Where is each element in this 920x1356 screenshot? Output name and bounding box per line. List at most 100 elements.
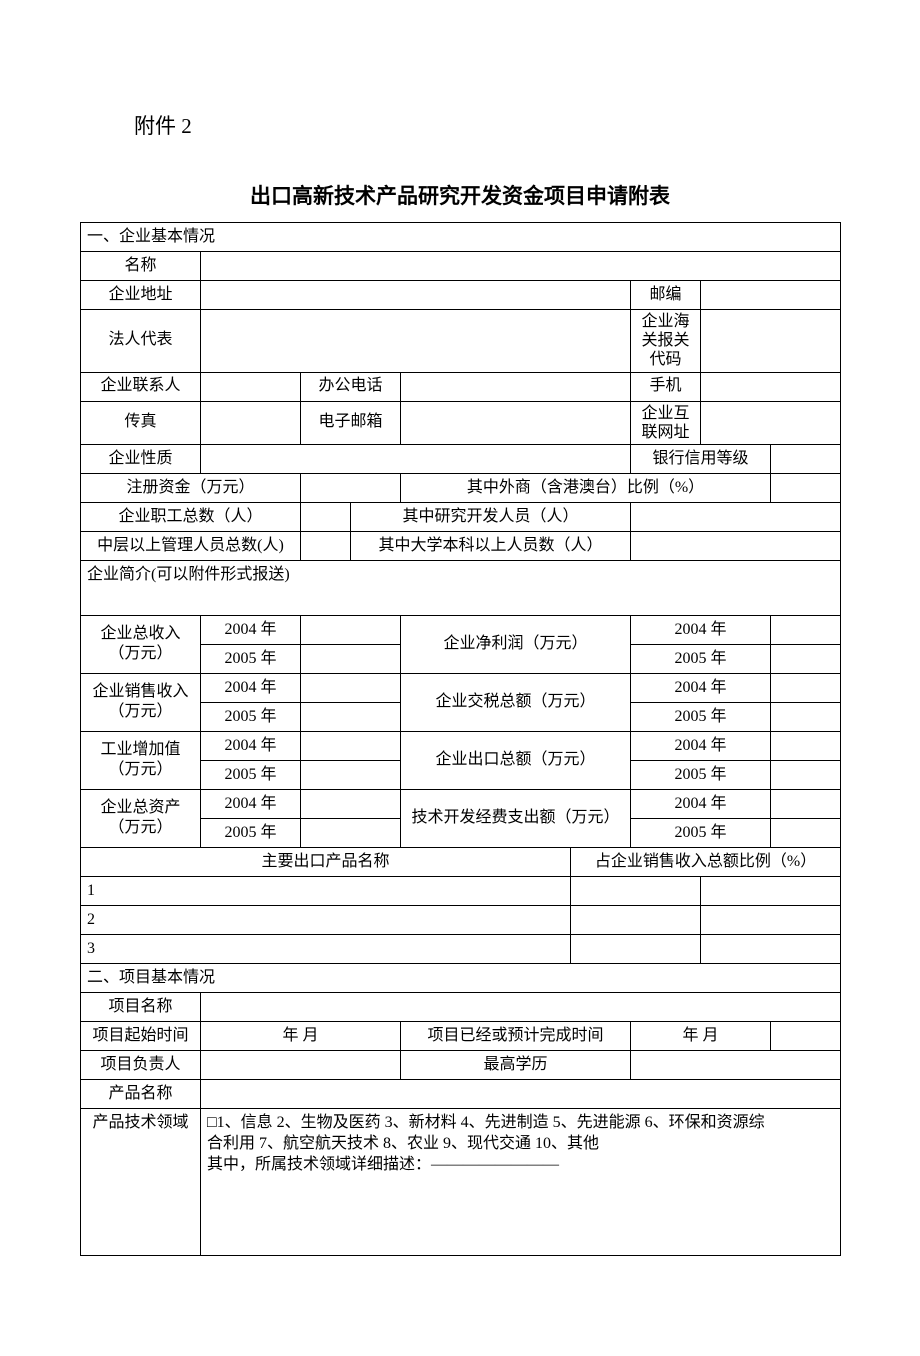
field-ratio-2b[interactable] <box>701 905 841 934</box>
year-2005-c: 2005 年 <box>201 702 301 731</box>
year-2004-e: 2004 年 <box>201 731 301 760</box>
year-2005-f: 2005 年 <box>631 760 771 789</box>
field-start-time[interactable]: 年 月 <box>201 1021 401 1050</box>
label-product-name: 产品名称 <box>81 1079 201 1108</box>
field-ratio-1b[interactable] <box>701 876 841 905</box>
field-ratio-2a[interactable] <box>571 905 701 934</box>
label-foreign-ratio: 其中外商（含港澳台）比例（%） <box>401 473 771 502</box>
field-industrial-added-2005[interactable] <box>301 760 401 789</box>
year-2005-d: 2005 年 <box>631 702 771 731</box>
field-total-income-2005[interactable] <box>301 644 401 673</box>
label-total-income: 企业总收入（万元） <box>81 615 201 673</box>
label-reg-capital: 注册资金（万元） <box>81 473 301 502</box>
field-export-total-2004[interactable] <box>771 731 841 760</box>
field-mobile[interactable] <box>701 372 841 401</box>
label-start-time: 项目起始时间 <box>81 1021 201 1050</box>
field-website[interactable] <box>701 401 841 444</box>
label-fax: 传真 <box>81 401 201 444</box>
label-bachelor-staff: 其中大学本科以上人员数（人） <box>351 531 631 560</box>
field-tax-total-2005[interactable] <box>771 702 841 731</box>
label-office-phone: 办公电话 <box>301 372 401 401</box>
field-email[interactable] <box>401 401 631 444</box>
section1-header: 一、企业基本情况 <box>81 223 841 252</box>
year-2005-h: 2005 年 <box>631 818 771 847</box>
label-highest-edu: 最高学历 <box>401 1050 631 1079</box>
field-employees[interactable] <box>301 502 351 531</box>
year-2004-b: 2004 年 <box>631 615 771 644</box>
field-complete-extra[interactable] <box>771 1021 841 1050</box>
label-export-total: 企业出口总额（万元） <box>401 731 631 789</box>
export-product-row1: 1 <box>81 876 571 905</box>
label-total-assets: 企业总资产（万元） <box>81 789 201 847</box>
year-2004-g: 2004 年 <box>201 789 301 818</box>
field-ratio-1a[interactable] <box>571 876 701 905</box>
field-mgmt-staff[interactable] <box>301 531 351 560</box>
label-email: 电子邮箱 <box>301 401 401 444</box>
field-reg-capital[interactable] <box>301 473 401 502</box>
field-highest-edu[interactable] <box>631 1050 841 1079</box>
year-2004-h: 2004 年 <box>631 789 771 818</box>
field-tax-total-2004[interactable] <box>771 673 841 702</box>
label-net-profit: 企业净利润（万元） <box>401 615 631 673</box>
tech-field-line2: 合利用 7、航空航天技术 8、农业 9、现代交通 10、其他 <box>207 1134 836 1155</box>
field-ratio-3b[interactable] <box>701 934 841 963</box>
field-bank-credit[interactable] <box>771 444 841 473</box>
field-address[interactable] <box>201 281 631 310</box>
field-rd-expense-2004[interactable] <box>771 789 841 818</box>
field-total-assets-2004[interactable] <box>301 789 401 818</box>
label-legal-rep: 法人代表 <box>81 310 201 373</box>
field-industrial-added-2004[interactable] <box>301 731 401 760</box>
label-project-name: 项目名称 <box>81 992 201 1021</box>
field-rd-expense-2005[interactable] <box>771 818 841 847</box>
field-leader[interactable] <box>201 1050 401 1079</box>
label-rd-expense: 技术开发经费支出额（万元） <box>401 789 631 847</box>
main-title: 出口高新技术产品研究开发资金项目申请附表 <box>80 180 840 210</box>
export-product-row3: 3 <box>81 934 571 963</box>
field-sales-income-2005[interactable] <box>301 702 401 731</box>
field-foreign-ratio[interactable] <box>771 473 841 502</box>
field-customs-code[interactable] <box>701 310 841 373</box>
field-fax[interactable] <box>201 401 301 444</box>
label-complete-time: 项目已经或预计完成时间 <box>401 1021 631 1050</box>
label-rd-staff: 其中研究开发人员（人） <box>351 502 631 531</box>
label-mobile: 手机 <box>631 372 701 401</box>
field-complete-time[interactable]: 年 月 <box>631 1021 771 1050</box>
field-project-name[interactable] <box>201 992 841 1021</box>
field-legal-rep[interactable] <box>201 310 631 373</box>
year-2004-d: 2004 年 <box>631 673 771 702</box>
year-2004-f: 2004 年 <box>631 731 771 760</box>
field-product-name[interactable] <box>201 1079 841 1108</box>
tech-field-line1: □1、信息 2、生物及医药 3、新材料 4、先进制造 5、先进能源 6、环保和资… <box>207 1113 836 1134</box>
field-export-total-2005[interactable] <box>771 760 841 789</box>
field-nature[interactable] <box>201 444 631 473</box>
field-bachelor-staff[interactable] <box>631 531 841 560</box>
label-contact: 企业联系人 <box>81 372 201 401</box>
field-net-profit-2005[interactable] <box>771 644 841 673</box>
year-2005-b: 2005 年 <box>631 644 771 673</box>
label-intro: 企业简介(可以附件形式报送) <box>81 560 841 615</box>
label-export-product: 主要出口产品名称 <box>81 847 571 876</box>
field-rd-staff[interactable] <box>631 502 841 531</box>
field-total-income-2004[interactable] <box>301 615 401 644</box>
field-postcode[interactable] <box>701 281 841 310</box>
year-2005-e: 2005 年 <box>201 760 301 789</box>
export-product-row2: 2 <box>81 905 571 934</box>
label-nature: 企业性质 <box>81 444 201 473</box>
label-postcode: 邮编 <box>631 281 701 310</box>
label-address: 企业地址 <box>81 281 201 310</box>
field-sales-income-2004[interactable] <box>301 673 401 702</box>
field-tech-field[interactable]: □1、信息 2、生物及医药 3、新材料 4、先进制造 5、先进能源 6、环保和资… <box>201 1108 841 1255</box>
label-tech-field: 产品技术领域 <box>81 1108 201 1255</box>
label-leader: 项目负责人 <box>81 1050 201 1079</box>
label-tax-total: 企业交税总额（万元） <box>401 673 631 731</box>
field-office-phone[interactable] <box>401 372 631 401</box>
field-name[interactable] <box>201 252 841 281</box>
label-sales-income: 企业销售收入（万元） <box>81 673 201 731</box>
field-contact[interactable] <box>201 372 301 401</box>
field-ratio-3a[interactable] <box>571 934 701 963</box>
field-total-assets-2005[interactable] <box>301 818 401 847</box>
attachment-label: 附件 2 <box>134 110 840 140</box>
tech-field-line3: 其中，所属技术领域详细描述：———————— <box>207 1155 836 1176</box>
label-website: 企业互联网址 <box>631 401 701 444</box>
field-net-profit-2004[interactable] <box>771 615 841 644</box>
